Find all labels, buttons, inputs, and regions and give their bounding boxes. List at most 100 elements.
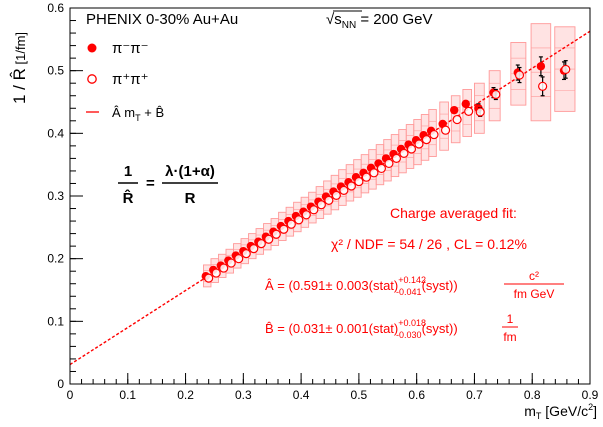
point-pi-plus	[440, 125, 451, 135]
fit-B-pre: B̂ = (0.031± 0.001(stat)	[265, 321, 398, 336]
point-pi-plus	[361, 172, 371, 182]
point-pi-plus	[256, 239, 266, 249]
legend-fit-sub: T	[135, 113, 141, 123]
legend-fit-tail: + B̂	[141, 105, 165, 120]
formula-lhs-denominator: R̂	[123, 188, 134, 207]
point-pi-plus	[538, 81, 548, 91]
point-pi-plus	[414, 139, 424, 149]
energy-prefix: √s	[326, 11, 342, 28]
legend-marker-filled	[87, 43, 97, 53]
fit-B-frac-den: fm	[503, 330, 516, 344]
x-axis-title: mT [GeV/c2]	[524, 402, 597, 421]
y-tick-label: 0.2	[47, 252, 64, 266]
x-tick-label: 0.1	[119, 388, 136, 402]
point-pi-plus	[279, 224, 289, 234]
energy-suffix: = 200 GeV	[356, 11, 432, 28]
energy-label: √sNN = 200 GeV	[326, 11, 433, 31]
point-pi-plus	[452, 114, 462, 125]
point-pi-plus	[464, 106, 474, 117]
point-pi-plus	[346, 181, 356, 191]
data-points	[201, 56, 571, 283]
point-pi-plus	[399, 148, 409, 158]
x-axis-sub: T	[536, 411, 542, 421]
x-tick-label: 0.6	[408, 388, 425, 402]
x-axis-sup: 2	[588, 402, 593, 412]
point-pi-plus	[294, 215, 304, 225]
y-tick-label: 0.3	[47, 189, 64, 203]
x-axis-units: [GeV/c	[541, 403, 588, 419]
x-tick-label: 0.5	[351, 388, 368, 402]
fit-line	[69, 30, 591, 366]
point-pi-plus	[406, 144, 417, 154]
point-pi-plus	[324, 195, 334, 205]
fit-A-sub: -0.041	[396, 287, 422, 297]
legend-label-pi-plus: π⁺π⁺	[112, 71, 149, 88]
x-tick-label: 0.8	[524, 388, 541, 402]
fit-A-sup: +0.142	[398, 275, 426, 285]
point-pi-minus	[461, 99, 470, 109]
y-axis-main: 1 / R̂	[9, 68, 29, 104]
point-pi-plus	[241, 249, 251, 259]
y-tick-label: 0.4	[47, 126, 64, 140]
point-pi-plus	[376, 163, 387, 174]
x-tick-label: 0.2	[177, 388, 194, 402]
point-pi-plus	[429, 129, 439, 140]
fit-B-post: (syst))	[422, 321, 458, 336]
energy-subscript: NN	[342, 20, 356, 31]
y-axis-title: 1 / R̂ [1/fm]	[9, 32, 29, 104]
fit-A-frac-num: c²	[529, 269, 539, 283]
point-pi-plus	[219, 263, 229, 273]
fit-A-pre: Â = (0.591± 0.003(stat)	[265, 278, 398, 293]
legend-label-fit: Â mT + B̂	[112, 105, 164, 123]
point-pi-plus	[226, 258, 236, 268]
formula-rhs-numerator: λ·(1+α)	[165, 163, 215, 180]
x-tick-label: 0.7	[466, 388, 483, 402]
formula-lhs-numerator: 1	[124, 163, 132, 180]
point-pi-plus	[369, 168, 379, 178]
x-axis-close: ]	[593, 403, 597, 419]
point-pi-plus	[514, 70, 525, 80]
point-pi-plus	[286, 219, 296, 229]
legend-label-pi-minus: π⁻π⁻	[112, 40, 149, 57]
point-pi-plus	[331, 190, 341, 200]
formula-rhs-denominator: R	[185, 190, 196, 207]
fit-A-frac-den: fm GeV	[514, 287, 555, 301]
fit-B-sup: +0.018	[398, 318, 426, 328]
point-pi-minus	[536, 62, 546, 71]
x-tick-label: 0.9	[582, 388, 599, 402]
point-pi-plus	[204, 273, 214, 283]
axes: 0 0.1 0.2 0.3 0.4 0.5 0.6 0.7 0.8 0.9 0 0.1 0.2 0.3 0.…	[47, 1, 598, 402]
point-pi-plus	[264, 234, 274, 244]
fit-A-post: (syst))	[422, 278, 458, 293]
legend-fit-main: Â m	[112, 105, 135, 120]
fit-B-frac-num: 1	[507, 312, 514, 326]
x-tick-label: 0.3	[235, 388, 252, 402]
point-pi-plus	[354, 176, 364, 187]
fit-B-sub: -0.030	[396, 330, 422, 340]
point-pi-plus	[491, 89, 501, 100]
formula: 1 R̂ = λ·(1+α) R	[118, 163, 218, 207]
x-tick-label: 0	[67, 388, 74, 402]
formula-equals: =	[146, 175, 155, 192]
fit-annotations: Charge averaged fit: χ² / NDF = 54 / 26 …	[265, 205, 564, 344]
y-axis-units: [1/fm]	[13, 32, 28, 68]
point-pi-plus	[301, 210, 311, 220]
x-tick-label: 0.4	[293, 388, 310, 402]
fit-A-value: Â = (0.591± 0.003(stat)+0.142 -0.041(syst…	[265, 275, 458, 297]
point-pi-plus	[316, 200, 326, 210]
point-pi-plus	[339, 185, 349, 195]
point-pi-plus	[421, 135, 432, 145]
point-pi-plus	[384, 158, 394, 169]
chart-title: PHENIX 0-30% Au+Au	[86, 11, 238, 28]
fit-chi2: χ² / NDF = 54 / 26 , CL = 0.12%	[331, 236, 527, 252]
fit-B-value: B̂ = (0.031± 0.001(stat)+0.018 -0.030(sys…	[265, 318, 458, 340]
y-tick-label: 0	[57, 377, 64, 391]
legend: π⁻π⁻ π⁺π⁺ Â mT + B̂	[86, 40, 164, 123]
point-pi-minus	[450, 105, 459, 115]
fit-heading: Charge averaged fit:	[390, 205, 517, 221]
point-pi-plus	[271, 229, 281, 239]
x-axis-main: m	[524, 403, 536, 419]
legend-marker-open	[87, 74, 97, 84]
point-pi-plus	[234, 254, 244, 264]
point-pi-plus	[475, 107, 485, 117]
